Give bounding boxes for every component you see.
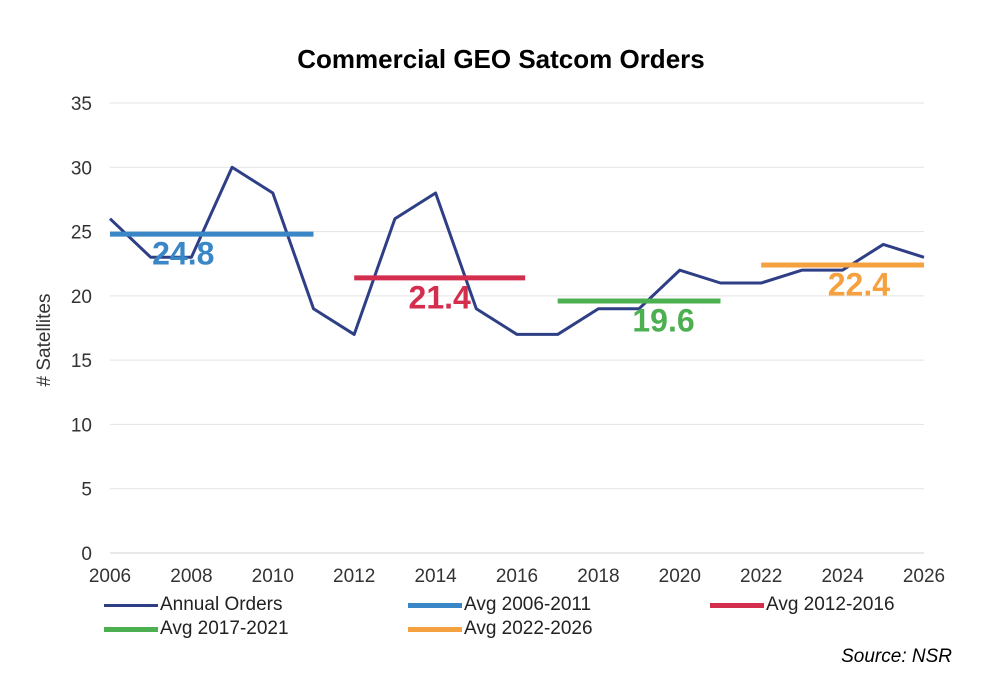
y-tick-label: 35: [71, 94, 92, 115]
average-value-label: 24.8: [152, 236, 214, 272]
x-tick-label: 2026: [903, 566, 945, 587]
annual-orders-line: [108, 165, 925, 336]
x-tick-label: 2010: [252, 566, 294, 587]
x-tick-label: 2022: [740, 566, 782, 587]
average-value-label: 21.4: [409, 279, 471, 315]
average-value-label: 19.6: [632, 303, 694, 339]
legend-item: Avg 2012-2016: [710, 594, 895, 616]
legend-swatch: [408, 626, 462, 632]
y-tick-label: 15: [71, 351, 92, 372]
legend-item: Annual Orders: [104, 594, 283, 616]
y-tick-label: 20: [71, 287, 92, 308]
x-tick-label: 2014: [414, 566, 457, 587]
average-value-label: 22.4: [828, 267, 890, 303]
legend-swatch: [104, 603, 158, 607]
y-tick-label: 30: [71, 158, 92, 179]
y-tick-label: 0: [81, 544, 92, 565]
x-tick-label: 2016: [496, 566, 538, 587]
y-tick-label: 25: [71, 223, 92, 244]
legend-swatch: [408, 602, 462, 608]
y-tick-label: 5: [81, 480, 92, 501]
y-tick-label: 10: [71, 415, 92, 436]
legend-swatch: [710, 602, 764, 608]
legend-label: Avg 2012-2016: [766, 594, 895, 615]
legend-label: Avg 2022-2026: [464, 618, 593, 639]
legend-label: Annual Orders: [160, 594, 283, 615]
source-note: Source: NSR: [841, 646, 952, 667]
legend-item: Avg 2022-2026: [408, 618, 593, 640]
chart-title: Commercial GEO Satcom Orders: [297, 44, 705, 74]
legend-label: Avg 2006-2011: [464, 594, 592, 615]
legend-item: Avg 2006-2011: [408, 594, 591, 616]
x-tick-label: 2012: [333, 566, 375, 587]
legend-item: Avg 2017-2021: [104, 618, 289, 640]
x-tick-label: 2024: [821, 566, 864, 587]
x-tick-label: 2018: [577, 566, 619, 587]
x-tick-label: 2006: [89, 566, 131, 587]
x-tick-label: 2020: [659, 566, 701, 587]
x-tick-label: 2008: [170, 566, 212, 587]
legend-swatch: [104, 626, 158, 632]
legend-label: Avg 2017-2021: [160, 618, 289, 639]
